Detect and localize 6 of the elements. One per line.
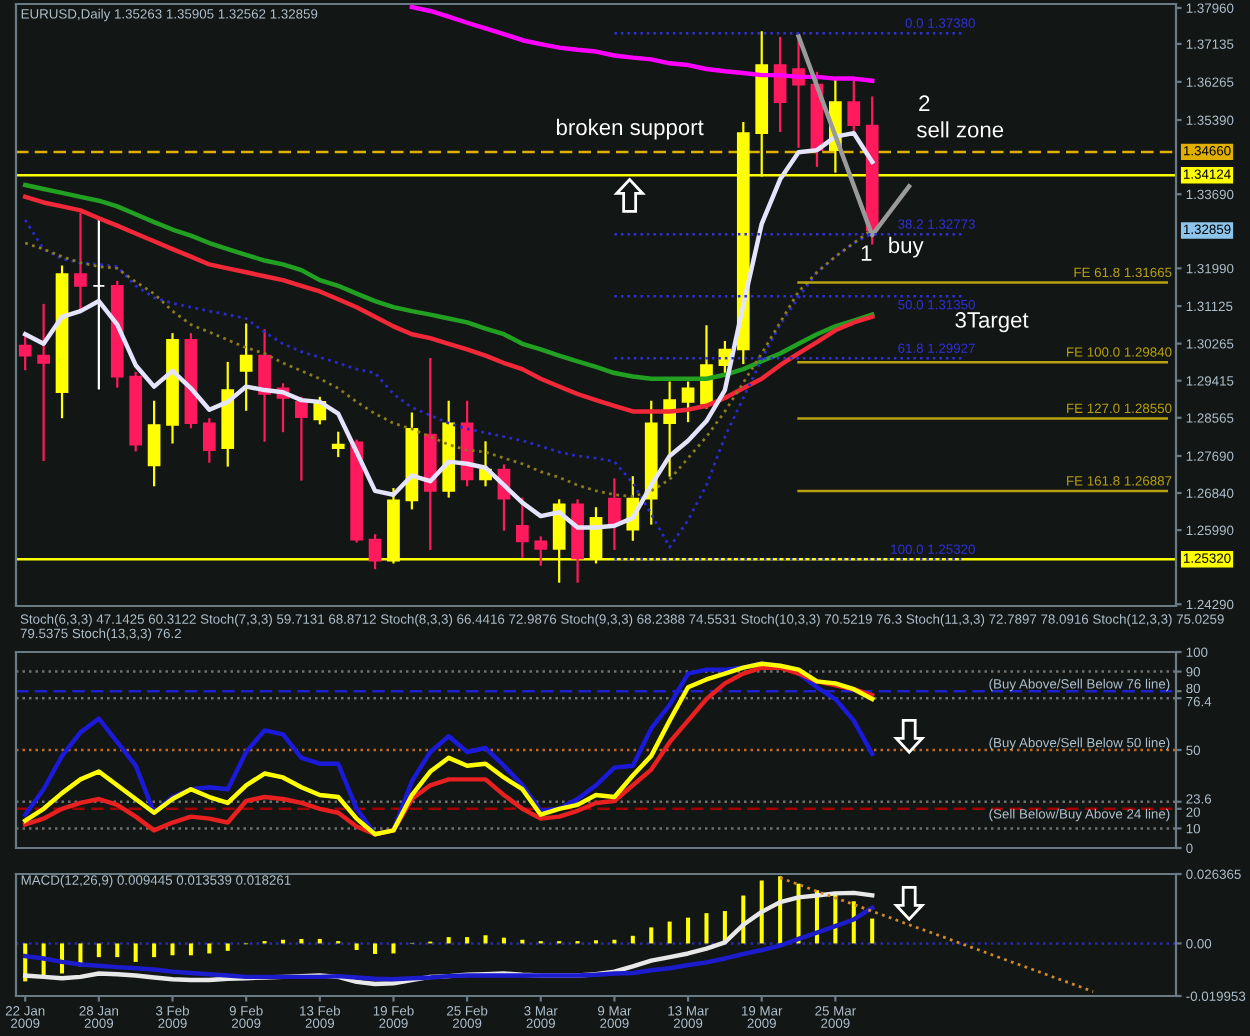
annotation: buy (889, 236, 924, 258)
annotation: 3Target (955, 312, 1029, 333)
annotation: sell zone (917, 121, 1004, 138)
annotation: broken support (556, 118, 704, 140)
annotation: 1 (861, 245, 872, 261)
annotation: 2 (919, 95, 930, 111)
